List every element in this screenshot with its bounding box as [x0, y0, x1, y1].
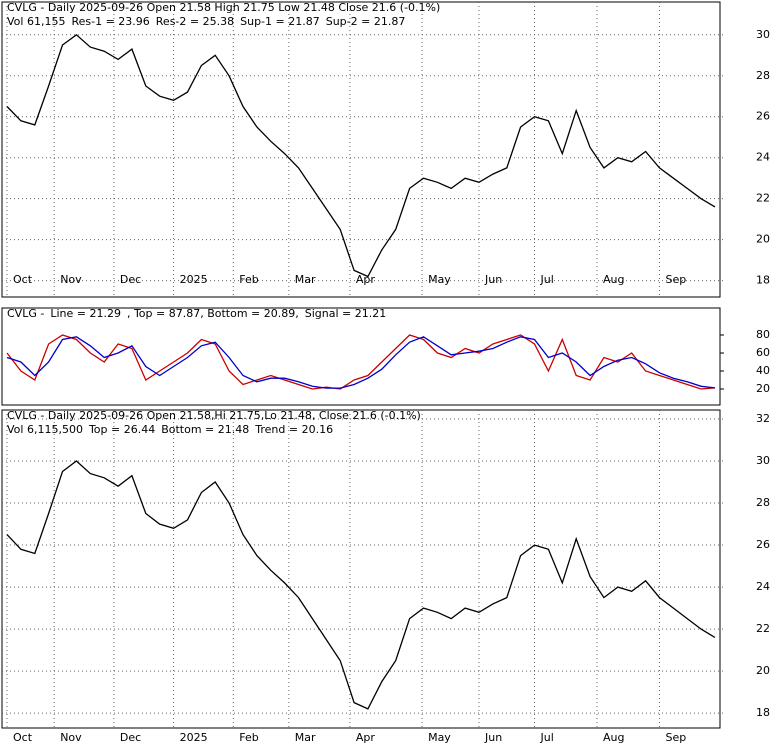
- y-tick-label: 32: [756, 412, 770, 425]
- series-line: [6, 33, 716, 278]
- header-text: CVLG - Daily 2025-09-26 Open 21.58 High …: [7, 1, 440, 14]
- x-tick-label: Apr: [356, 731, 376, 744]
- y-tick-label: 24: [756, 580, 770, 593]
- x-tick-label: Nov: [60, 731, 82, 744]
- series-line: [6, 334, 716, 390]
- y-tick-label: 18: [756, 706, 770, 719]
- x-tick-label: Aug: [603, 731, 624, 744]
- x-tick-label: Jul: [540, 731, 554, 744]
- y-tick-label: 20: [756, 664, 770, 677]
- x-tick-label: Mar: [295, 273, 316, 286]
- y-tick-label: 18: [756, 274, 770, 287]
- header-text: Vol 6,115,500: [7, 423, 83, 436]
- series-line: [6, 460, 716, 710]
- y-tick-label: 26: [756, 110, 770, 123]
- y-tick-label: 80: [756, 328, 770, 341]
- x-tick-label: Sep: [665, 731, 686, 744]
- x-tick-label: Aug: [603, 273, 624, 286]
- y-tick-label: 28: [756, 69, 770, 82]
- header-text: Sup-1 = 21.87: [240, 15, 320, 28]
- header-text: Top = 26.44: [88, 423, 155, 436]
- x-tick-label: Dec: [120, 273, 141, 286]
- y-tick-label: 22: [756, 622, 770, 635]
- x-tick-label: Sep: [665, 273, 686, 286]
- y-tick-label: 28: [756, 496, 770, 509]
- series-line: [6, 336, 716, 389]
- header-text: Bottom = 21.48: [161, 423, 249, 436]
- panel-frame: [1, 409, 721, 729]
- header-text: Line = 21.29: [50, 307, 121, 320]
- y-tick-label: 20: [756, 382, 770, 395]
- header-text: Res-2 = 25.38: [156, 15, 234, 28]
- header-text: Sup-2 = 21.87: [326, 15, 406, 28]
- y-tick-label: 30: [756, 454, 770, 467]
- y-tick-label: 60: [756, 346, 770, 359]
- x-tick-label: Jun: [484, 731, 502, 744]
- header-text: Signal = 21.21: [305, 307, 387, 320]
- header-text: CVLG - Daily 2025-09-26 Open 21.58,Hi 21…: [7, 409, 421, 422]
- y-tick-label: 40: [756, 364, 770, 377]
- y-tick-label: 22: [756, 192, 770, 205]
- x-tick-label: May: [428, 731, 451, 744]
- x-tick-label: 2025: [180, 273, 208, 286]
- panel-frame: [1, 1, 721, 298]
- header-text: Trend = 20.16: [254, 423, 333, 436]
- x-tick-label: Dec: [120, 731, 141, 744]
- header-text: Vol 61,155: [7, 15, 65, 28]
- y-tick-label: 30: [756, 28, 770, 41]
- header-text: Res-1 = 23.96: [71, 15, 149, 28]
- x-tick-label: Feb: [239, 731, 258, 744]
- x-tick-label: Mar: [295, 731, 316, 744]
- y-tick-label: 20: [756, 233, 770, 246]
- x-tick-label: 2025: [180, 731, 208, 744]
- x-tick-label: May: [428, 273, 451, 286]
- x-tick-label: Oct: [13, 731, 33, 744]
- x-tick-label: Jun: [484, 273, 502, 286]
- x-tick-label: Apr: [356, 273, 376, 286]
- x-tick-label: Jul: [540, 273, 554, 286]
- y-tick-label: 26: [756, 538, 770, 551]
- x-tick-label: Feb: [239, 273, 258, 286]
- x-tick-label: Nov: [60, 273, 82, 286]
- x-tick-label: Oct: [13, 273, 33, 286]
- header-text: CVLG -: [7, 307, 44, 320]
- header-text: , Top = 87.87, Bottom = 20.89,: [127, 307, 299, 320]
- y-tick-label: 24: [756, 151, 770, 164]
- panel-frame: [1, 307, 721, 406]
